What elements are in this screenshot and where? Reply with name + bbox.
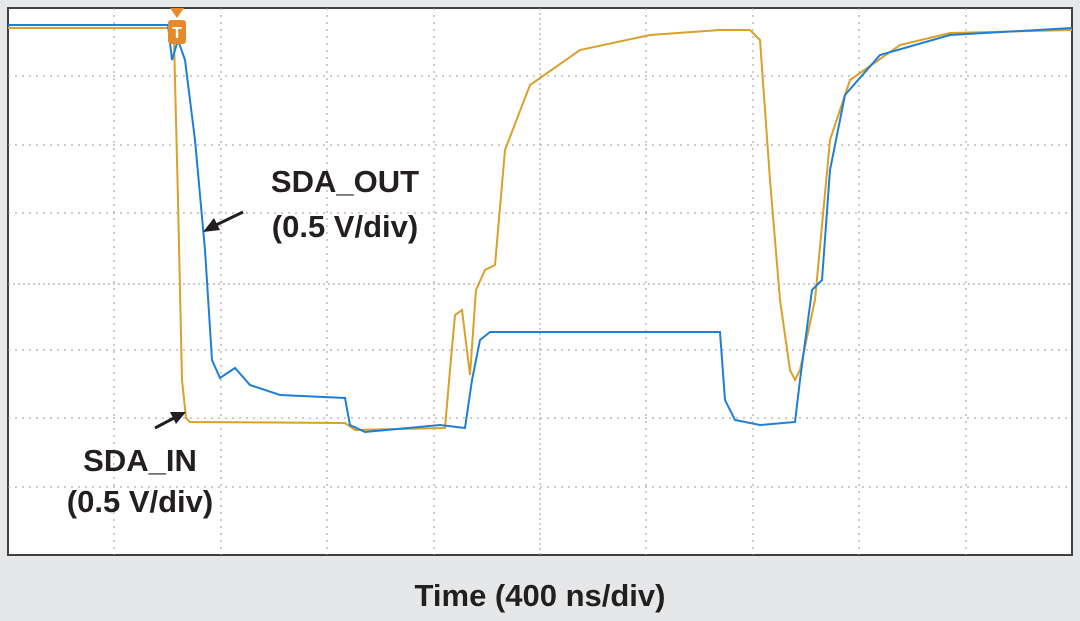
grid — [8, 8, 1072, 555]
arrow-head — [170, 412, 186, 424]
arrow-head — [203, 218, 220, 232]
trigger-box — [168, 20, 186, 44]
annotation-sda-in: SDA_IN (0.5 V/div) — [67, 412, 213, 519]
annotation-name: SDA_OUT — [271, 164, 419, 199]
arrow — [213, 210, 244, 228]
x-axis-label: Time (400 ns/div) — [415, 578, 666, 613]
trigger-arrow — [170, 8, 184, 18]
trigger-label: T — [172, 25, 182, 42]
arrow — [154, 416, 175, 430]
trigger-marker: T — [168, 8, 186, 44]
annotation-scale: (0.5 V/div) — [272, 209, 418, 244]
annotation-scale: (0.5 V/div) — [67, 484, 213, 519]
trace-sda-out — [8, 24, 1073, 434]
annotation-sda-out: SDA_OUT (0.5 V/div) — [203, 164, 419, 244]
annotation-name: SDA_IN — [83, 443, 197, 478]
